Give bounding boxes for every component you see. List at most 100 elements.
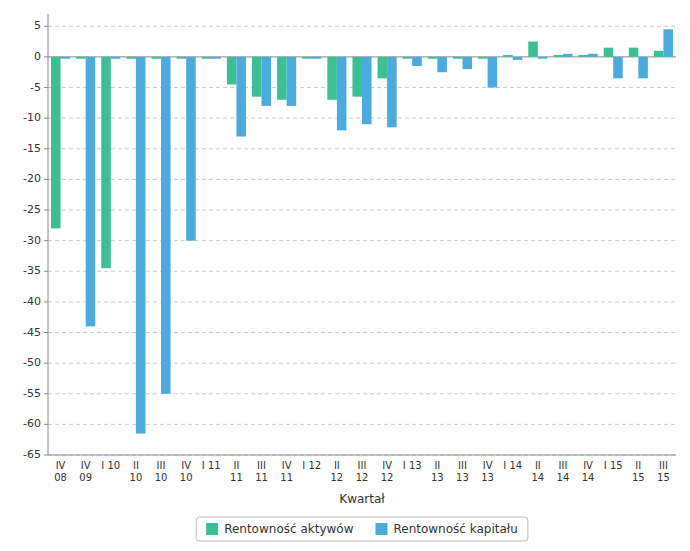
y-tick-label: -35 — [23, 264, 41, 277]
legend-frame — [196, 517, 528, 541]
bar — [277, 57, 287, 100]
y-tick-label: 5 — [34, 19, 41, 32]
y-tick-label: -55 — [23, 387, 41, 400]
bar — [111, 57, 121, 59]
y-tick-label: -30 — [23, 234, 41, 247]
x-tick-label-line: III — [257, 460, 266, 471]
y-tick — [44, 271, 48, 272]
legend-swatch — [206, 523, 218, 535]
bar — [352, 57, 362, 97]
x-tick-label-line: II — [635, 460, 641, 471]
bar — [76, 57, 86, 59]
grid-line — [48, 455, 676, 456]
bar — [563, 54, 573, 57]
x-tick-label: III14 — [557, 460, 570, 483]
x-tick-label: II10 — [130, 460, 143, 483]
bar — [151, 57, 161, 59]
x-tick-label-line: II — [334, 460, 340, 471]
x-tick-label-line: IV — [282, 460, 292, 471]
x-tick-label-line: II — [434, 460, 440, 471]
x-tick-label-line: 10 — [180, 472, 193, 483]
y-tick — [44, 210, 48, 211]
x-tick-label: IV14 — [582, 460, 595, 483]
x-tick-label-line: IV — [81, 460, 91, 471]
bar — [312, 57, 322, 59]
x-tick-label-line: II — [133, 460, 139, 471]
bar — [604, 48, 614, 57]
x-tick-label: II13 — [431, 460, 444, 483]
bar — [211, 57, 221, 59]
bar — [478, 57, 488, 59]
bar — [579, 55, 589, 57]
x-tick-label-line: 13 — [456, 472, 469, 483]
x-tick-label-line: III — [458, 460, 467, 471]
bar — [403, 57, 413, 59]
bar — [654, 51, 664, 57]
x-tick-label: I 11 — [202, 460, 221, 471]
bar — [327, 57, 337, 100]
x-axis: IV08IV09I 10II10III10IV10I 11II11III11IV… — [48, 455, 676, 483]
y-axis-line — [48, 14, 49, 455]
x-tick-label: III10 — [155, 460, 168, 483]
bar — [528, 42, 538, 57]
x-tick-label: III12 — [356, 460, 369, 483]
x-tick-label-line: IV — [483, 460, 493, 471]
legend-swatch — [375, 523, 387, 535]
x-tick-label: IV08 — [54, 460, 67, 483]
bar — [387, 57, 397, 127]
x-tick-label-line: II — [535, 460, 541, 471]
bars — [51, 29, 673, 433]
bar — [227, 57, 237, 85]
x-tick-label: I 15 — [604, 460, 623, 471]
y-tick — [44, 26, 48, 27]
x-tick-label-line: 08 — [54, 472, 67, 483]
bar — [437, 57, 447, 72]
series — [61, 29, 673, 433]
bar — [287, 57, 297, 106]
x-tick-label-line: 15 — [632, 472, 645, 483]
bar — [101, 57, 111, 268]
x-tick-label-line: III — [659, 460, 668, 471]
x-tick-label: II12 — [331, 460, 344, 483]
x-tick-label: I 12 — [302, 460, 321, 471]
x-tick-label: II15 — [632, 460, 645, 483]
y-tick — [44, 87, 48, 88]
y-tick-label: -65 — [23, 448, 41, 461]
chart: -65-60-55-50-45-40-35-30-25-20-15-10-505… — [0, 0, 690, 551]
x-tick-label: III11 — [255, 460, 268, 483]
legend: Rentowność aktywówRentowność kapitału — [196, 517, 528, 541]
y-tick — [44, 301, 48, 302]
x-tick-label: IV13 — [481, 460, 494, 483]
bar — [613, 57, 623, 78]
x-tick-label: I 10 — [101, 460, 120, 471]
y-tick — [44, 179, 48, 180]
grid-line — [48, 26, 676, 27]
bar — [186, 57, 196, 241]
chart-container: -65-60-55-50-45-40-35-30-25-20-15-10-505… — [0, 0, 690, 551]
y-tick — [44, 424, 48, 425]
bar — [362, 57, 372, 124]
x-tick-label-line: IV — [583, 460, 593, 471]
x-tick-label: I 14 — [503, 460, 522, 471]
y-tick-label: -60 — [23, 417, 41, 430]
legend-label: Rentowność aktywów — [224, 522, 354, 536]
x-tick-label: III15 — [657, 460, 670, 483]
y-tick — [44, 56, 48, 57]
x-tick-label-line: 13 — [481, 472, 494, 483]
bar — [538, 57, 548, 59]
x-tick-label-line: 15 — [657, 472, 670, 483]
x-tick-label-line: IV — [181, 460, 191, 471]
x-tick-label: II14 — [531, 460, 544, 483]
x-tick-label-line: 14 — [531, 472, 544, 483]
bar — [629, 48, 639, 57]
bar — [61, 57, 71, 59]
x-tick-label-line: 12 — [381, 472, 394, 483]
x-tick-label-line: 09 — [79, 472, 92, 483]
x-tick-label-line: 11 — [255, 472, 268, 483]
y-tick-label: -5 — [30, 81, 41, 94]
y-tick — [44, 332, 48, 333]
x-tick-label: II11 — [230, 460, 243, 483]
x-tick-label: IV12 — [381, 460, 394, 483]
y-tick — [44, 148, 48, 149]
x-tick-label: IV09 — [79, 460, 92, 483]
